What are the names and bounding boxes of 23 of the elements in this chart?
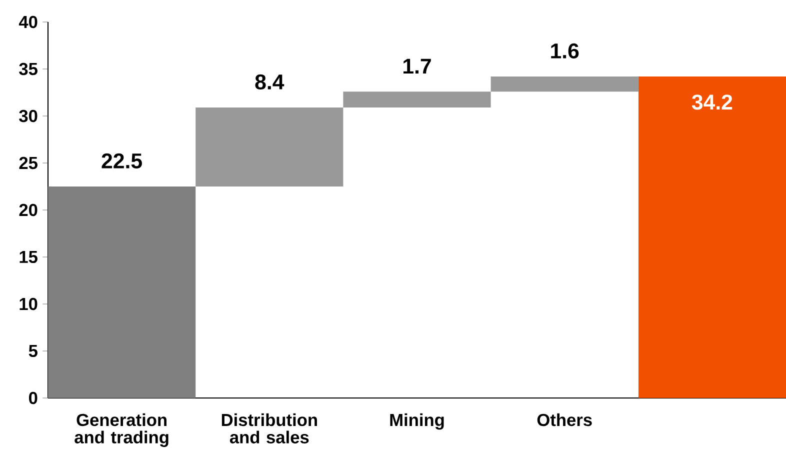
data-label: 22.5 xyxy=(102,153,142,168)
y-tick-label: 20 xyxy=(19,204,38,216)
bar xyxy=(196,108,344,187)
y-tick-label: 35 xyxy=(19,62,38,76)
y-tick-label: 15 xyxy=(20,250,38,264)
y-tick-label: 30 xyxy=(19,110,38,122)
data-label: 34.2 xyxy=(692,94,732,110)
x-tick-label: Distribution and sales xyxy=(222,413,317,444)
y-tick-label: 10 xyxy=(20,298,38,310)
bar xyxy=(638,76,786,398)
x-tick-label: Generation and trading xyxy=(74,413,168,447)
x-tick-label: Others xyxy=(537,413,592,426)
y-tick-label: 25 xyxy=(19,156,38,170)
x-tick-label: Mining xyxy=(390,413,444,430)
bar xyxy=(343,92,491,108)
y-tick-label: 0 xyxy=(29,392,38,404)
data-label: 1.7 xyxy=(404,58,431,74)
y-tick-label: 5 xyxy=(28,344,38,358)
bar xyxy=(48,186,196,398)
data-label: 8.4 xyxy=(255,74,284,90)
data-label: 1.6 xyxy=(551,43,579,58)
y-tick-label: 40 xyxy=(18,16,38,28)
bar xyxy=(490,76,638,92)
